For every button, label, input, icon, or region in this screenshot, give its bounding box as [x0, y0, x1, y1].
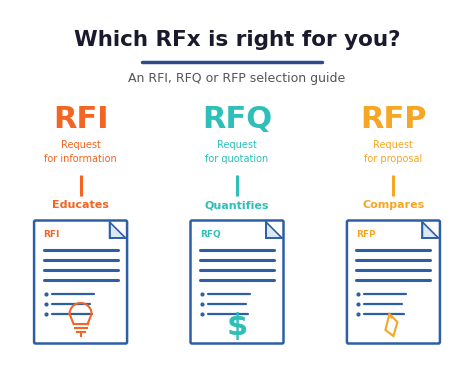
- FancyBboxPatch shape: [34, 220, 127, 344]
- Text: RFQ: RFQ: [200, 230, 221, 239]
- Text: Request
for proposal: Request for proposal: [365, 140, 422, 164]
- Text: RFP: RFP: [360, 105, 427, 134]
- Text: Educates: Educates: [52, 200, 109, 210]
- Text: RFI: RFI: [53, 105, 109, 134]
- Text: Which RFx is right for you?: Which RFx is right for you?: [74, 30, 400, 50]
- Text: RFP: RFP: [356, 230, 376, 239]
- Text: Compares: Compares: [362, 200, 425, 210]
- Polygon shape: [266, 222, 282, 238]
- FancyBboxPatch shape: [347, 220, 440, 344]
- Text: An RFI, RFQ or RFP selection guide: An RFI, RFQ or RFP selection guide: [128, 72, 346, 85]
- Polygon shape: [422, 222, 438, 238]
- Text: RFI: RFI: [44, 230, 60, 239]
- Text: Quantifies: Quantifies: [205, 200, 269, 210]
- FancyBboxPatch shape: [191, 220, 283, 344]
- Polygon shape: [109, 222, 126, 238]
- Text: Request
for quotation: Request for quotation: [205, 140, 269, 164]
- Text: $: $: [227, 311, 247, 340]
- Text: RFQ: RFQ: [202, 105, 272, 134]
- Text: Request
for information: Request for information: [44, 140, 117, 164]
